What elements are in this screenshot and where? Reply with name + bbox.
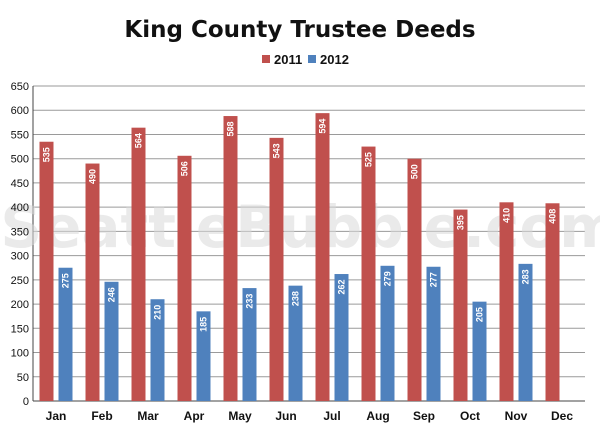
bar-2012-Aug xyxy=(380,265,395,401)
data-label-2012-Jul: 262 xyxy=(337,280,347,295)
data-label-2012-Nov: 283 xyxy=(521,269,531,284)
x-tick-Jul: Jul xyxy=(323,409,340,423)
y-tick-350: 350 xyxy=(11,226,29,238)
legend-label-2011: 2011 xyxy=(274,52,302,67)
y-tick-650: 650 xyxy=(11,81,29,93)
bar-2011-Dec xyxy=(545,203,560,401)
bar-2011-Jun xyxy=(269,137,284,401)
bar-2012-Feb xyxy=(104,281,119,401)
bar-2011-May xyxy=(223,116,238,402)
y-tick-500: 500 xyxy=(11,154,29,166)
bar-2011-Nov xyxy=(499,202,514,401)
data-label-2011-Jul: 594 xyxy=(318,119,328,134)
bar-2012-Mar xyxy=(150,299,165,401)
x-tick-Jun: Jun xyxy=(275,409,296,423)
x-tick-Nov: Nov xyxy=(505,409,528,423)
bar-2011-Sep xyxy=(407,158,422,401)
y-tick-150: 150 xyxy=(11,323,29,335)
y-tick-250: 250 xyxy=(11,275,29,287)
x-tick-Apr: Apr xyxy=(184,409,205,423)
data-label-2012-Jun: 238 xyxy=(291,291,301,306)
x-tick-Dec: Dec xyxy=(551,409,573,423)
legend-swatch-2012 xyxy=(308,55,316,63)
legend: 2011 2012 xyxy=(262,52,349,67)
bar-2012-Jul xyxy=(334,274,349,401)
data-labels: 535 275 490 246 564 210 506 185 588 233 543 238 594 2… xyxy=(42,119,558,332)
x-tick-Feb: Feb xyxy=(91,409,112,423)
bar-2012-Jun xyxy=(288,285,303,401)
data-label-2012-Sep: 277 xyxy=(429,272,439,287)
bar-2012-Sep xyxy=(426,266,441,401)
y-tick-450: 450 xyxy=(11,178,29,190)
data-label-2011-Feb: 490 xyxy=(88,169,98,184)
data-label-2011-Jan: 535 xyxy=(42,147,52,162)
bar-2012-Nov xyxy=(518,263,533,401)
legend-swatch-2011 xyxy=(262,55,270,63)
gridlines xyxy=(32,85,585,402)
bar-2011-Oct xyxy=(453,209,468,401)
bar-2012-Jan xyxy=(58,267,73,401)
y-tick-200: 200 xyxy=(11,299,29,311)
bar-2012-Oct xyxy=(472,301,487,401)
x-tick-labels: Jan Feb Mar Apr May Jun Jul Aug Sep Oct Nov Dec xyxy=(46,409,574,423)
y-tick-50: 50 xyxy=(17,372,29,384)
data-label-2012-Apr: 185 xyxy=(199,317,209,332)
data-label-2011-May: 588 xyxy=(226,122,236,137)
bar-2011-Mar xyxy=(131,127,146,401)
data-label-2012-Aug: 279 xyxy=(383,271,393,286)
data-label-2011-Sep: 500 xyxy=(410,164,420,179)
y-tick-550: 550 xyxy=(11,129,29,141)
data-label-2011-Mar: 564 xyxy=(134,133,144,148)
y-tick-400: 400 xyxy=(11,202,29,214)
bar-2011-Apr xyxy=(177,155,192,401)
y-tick-100: 100 xyxy=(11,348,29,360)
x-tick-Sep: Sep xyxy=(413,409,435,423)
data-label-2011-Apr: 506 xyxy=(180,161,190,176)
data-label-2012-Mar: 210 xyxy=(153,305,163,320)
data-label-2011-Oct: 395 xyxy=(456,215,466,230)
bar-2012-Apr xyxy=(196,311,211,401)
data-label-2012-Oct: 205 xyxy=(475,307,485,322)
y-tick-600: 600 xyxy=(11,105,29,117)
bar-2011-Feb xyxy=(85,163,100,401)
y-tick-labels: 0 50 100 150 200 250 300 350 400 450 500 550 600 650 xyxy=(11,81,29,408)
x-tick-Oct: Oct xyxy=(460,409,480,423)
bar-2012-May xyxy=(242,288,257,401)
y-tick-300: 300 xyxy=(11,251,29,263)
legend-label-2012: 2012 xyxy=(320,52,349,67)
bar-2011-Jul xyxy=(315,113,330,401)
data-label-2012-Jan: 275 xyxy=(61,273,71,288)
data-label-2011-Aug: 525 xyxy=(364,152,374,167)
data-label-2012-May: 233 xyxy=(245,294,255,309)
bars xyxy=(39,113,560,402)
data-label-2011-Nov: 410 xyxy=(502,208,512,223)
x-tick-Aug: Aug xyxy=(366,409,389,423)
bar-2011-Aug xyxy=(361,146,376,401)
x-tick-Jan: Jan xyxy=(46,409,67,423)
bar-2011-Jan xyxy=(39,141,54,401)
x-tick-Mar: Mar xyxy=(137,409,159,423)
data-label-2012-Feb: 246 xyxy=(107,287,117,302)
data-label-2011-Jun: 543 xyxy=(272,143,282,158)
y-tick-0: 0 xyxy=(23,396,29,408)
chart-title: King County Trustee Deeds xyxy=(124,17,475,43)
x-tick-May: May xyxy=(228,409,252,423)
data-label-2011-Dec: 408 xyxy=(548,209,558,224)
